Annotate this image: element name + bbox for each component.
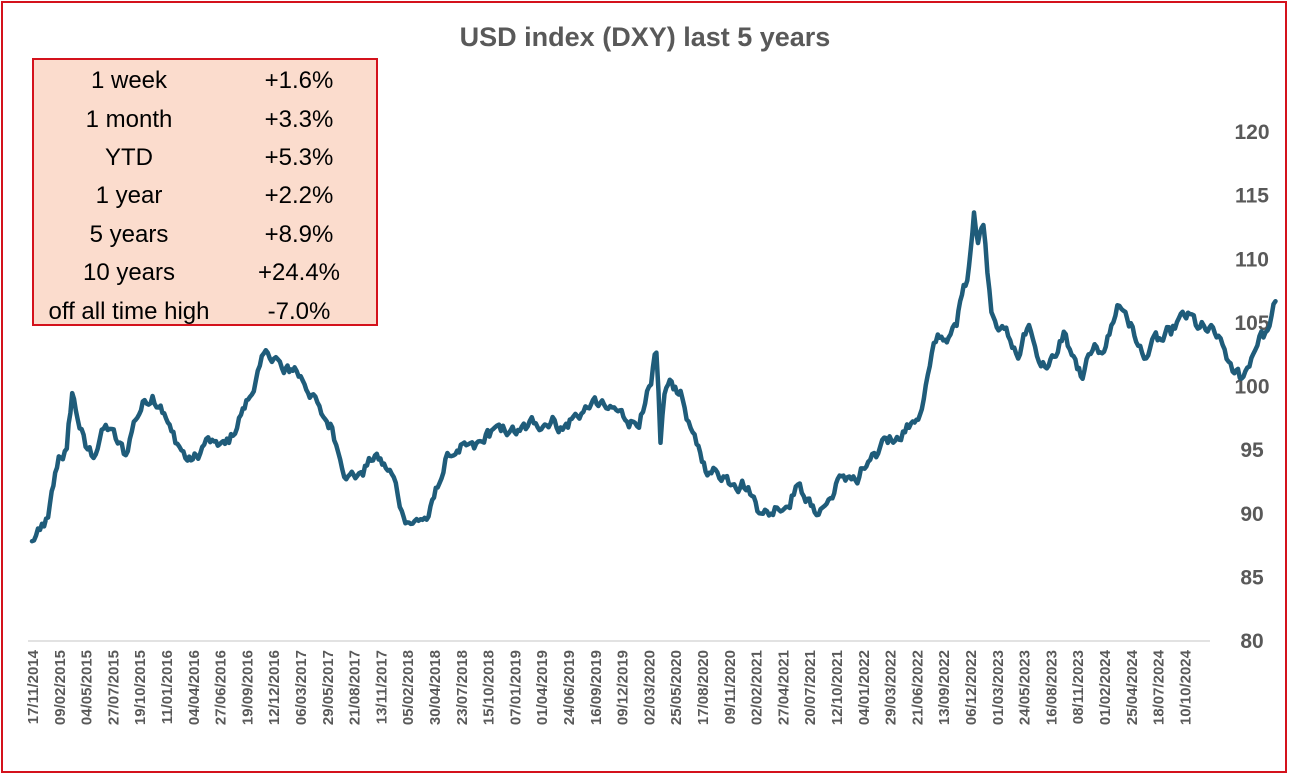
x-tick-label: 23/07/2018 <box>454 650 471 725</box>
chart-title: USD index (DXY) last 5 years <box>459 22 831 52</box>
x-axis-labels: 17/11/2014 09/02/2015 04/05/2015 27/07/2015… <box>25 649 1194 725</box>
performance-value: +5.3% <box>264 143 334 171</box>
x-tick-label: 19/09/2016 <box>239 650 256 725</box>
performance-label: 1 year <box>95 182 163 210</box>
y-tick-label: 80 <box>1240 630 1263 653</box>
y-tick-label: 120 <box>1234 121 1269 144</box>
x-tick-label: 30/04/2018 <box>427 650 444 725</box>
x-tick-label: 01/03/2023 <box>990 650 1007 725</box>
y-tick-label: 95 <box>1240 439 1264 462</box>
y-tick-label: 90 <box>1240 503 1263 526</box>
x-tick-label: 10/10/2024 <box>1177 649 1194 725</box>
x-tick-label: 11/01/2016 <box>159 650 176 724</box>
performance-label: YTD <box>105 143 153 171</box>
x-tick-label: 07/01/2019 <box>507 650 524 725</box>
performance-label: off all time high <box>48 297 210 325</box>
x-tick-label: 01/02/2024 <box>1097 649 1114 725</box>
performance-row: 1 year +2.2% <box>34 177 376 215</box>
x-tick-label: 17/11/2014 <box>25 649 42 724</box>
x-tick-label: 16/08/2023 <box>1043 650 1060 725</box>
x-tick-label: 19/10/2015 <box>132 650 149 725</box>
performance-value: +8.9% <box>264 220 334 248</box>
performance-value: +1.6% <box>264 67 334 95</box>
y-tick-label: 85 <box>1240 566 1264 589</box>
performance-value: -7.0% <box>267 297 331 325</box>
performance-row: 10 years +24.4% <box>34 254 376 292</box>
x-tick-label: 09/12/2019 <box>615 650 632 725</box>
x-tick-label: 29/03/2022 <box>883 650 900 725</box>
x-tick-label: 27/07/2015 <box>105 650 122 725</box>
x-tick-label: 04/04/2016 <box>186 650 203 725</box>
x-tick-label: 17/08/2020 <box>695 650 712 725</box>
performance-label: 1 month <box>85 105 173 133</box>
x-tick-label: 12/10/2021 <box>829 650 846 725</box>
x-tick-label: 02/03/2020 <box>641 650 658 725</box>
x-tick-label: 25/05/2020 <box>668 650 685 725</box>
x-tick-label: 21/08/2017 <box>347 650 364 725</box>
performance-label: 1 week <box>90 67 168 95</box>
x-tick-label: 04/01/2022 <box>856 650 873 725</box>
x-tick-label: 18/07/2024 <box>1151 649 1168 725</box>
x-tick-label: 24/05/2023 <box>1017 650 1034 725</box>
y-tick-label: 115 <box>1235 185 1269 208</box>
x-tick-label: 05/02/2018 <box>400 650 417 725</box>
x-tick-label: 25/04/2024 <box>1124 649 1141 725</box>
x-tick-label: 27/06/2016 <box>213 650 230 725</box>
performance-row: off all time high -7.0% <box>34 292 376 330</box>
x-tick-label: 04/05/2015 <box>79 650 96 725</box>
x-tick-label: 09/02/2015 <box>52 650 69 725</box>
x-tick-label: 06/03/2017 <box>293 650 310 725</box>
x-tick-label: 13/09/2022 <box>936 650 953 725</box>
y-tick-label: 110 <box>1235 248 1269 271</box>
performance-value: +3.3% <box>264 105 334 133</box>
performance-value: +24.4% <box>257 259 341 287</box>
performance-value: +2.2% <box>264 182 334 210</box>
performance-table: 1 week +1.6% 1 month +3.3% YTD +5.3% 1 y… <box>32 58 378 326</box>
x-tick-label: 09/11/2020 <box>722 650 739 724</box>
x-tick-label: 20/07/2021 <box>802 650 819 725</box>
x-tick-label: 16/09/2019 <box>588 650 605 725</box>
performance-row: 1 month +3.3% <box>34 100 376 138</box>
y-tick-label: 100 <box>1234 376 1269 399</box>
x-tick-label: 13/11/2017 <box>373 650 390 724</box>
x-tick-label: 24/06/2019 <box>561 650 578 725</box>
x-tick-label: 29/05/2017 <box>320 650 337 725</box>
series-line-dxy <box>29 210 1278 544</box>
x-tick-label: 15/10/2018 <box>481 650 498 725</box>
x-tick-label: 06/12/2022 <box>963 650 980 725</box>
performance-label: 5 years <box>89 220 169 248</box>
x-tick-label: 02/02/2021 <box>749 650 766 725</box>
performance-row: YTD +5.3% <box>34 139 376 177</box>
x-tick-label: 08/11/2023 <box>1070 650 1087 724</box>
performance-label: 10 years <box>82 259 176 287</box>
x-tick-label: 12/12/2016 <box>266 650 283 725</box>
x-tick-label: 01/04/2019 <box>534 650 551 725</box>
x-tick-label: 27/04/2021 <box>775 650 792 725</box>
performance-row: 1 week +1.6% <box>34 62 376 100</box>
x-tick-label: 21/06/2022 <box>909 650 926 725</box>
performance-row: 5 years +8.9% <box>34 216 376 254</box>
